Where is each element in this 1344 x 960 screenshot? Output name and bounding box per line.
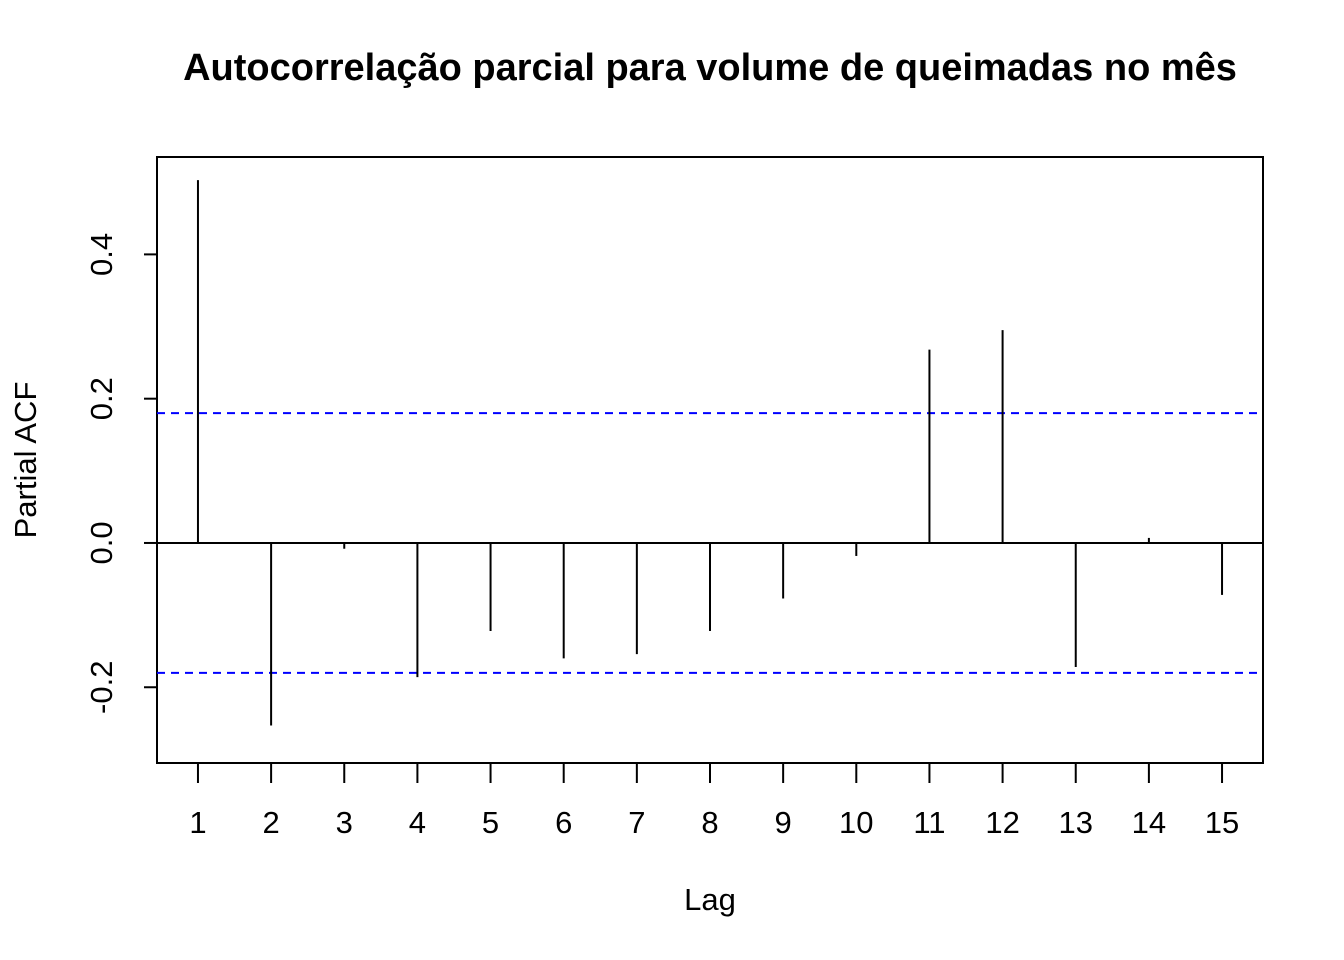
y-tick-label: 0.0: [84, 521, 119, 564]
y-axis-label: Partial ACF: [8, 382, 43, 539]
y-tick-label: 0.4: [84, 233, 119, 276]
y-tick-label: 0.2: [84, 377, 119, 420]
x-tick-label: 7: [628, 805, 645, 840]
y-axis: -0.2 0.0 0.2 0.4: [84, 233, 157, 714]
x-tick-label: 5: [482, 805, 499, 840]
x-tick-label: 4: [409, 805, 426, 840]
x-tick-label: 3: [336, 805, 353, 840]
x-axis: 1 2 3 4 5 6 7 8 9 10 11 12 13 14 15: [189, 763, 1239, 840]
pacf-bars: [157, 180, 1263, 726]
x-tick-label: 10: [839, 805, 873, 840]
chart-title: Autocorrelação parcial para volume de qu…: [183, 47, 1237, 89]
x-tick-label: 14: [1132, 805, 1166, 840]
x-tick-label: 2: [262, 805, 279, 840]
x-tick-label: 12: [985, 805, 1019, 840]
x-tick-label: 1: [189, 805, 206, 840]
x-tick-label: 9: [775, 805, 792, 840]
x-tick-label: 8: [701, 805, 718, 840]
x-tick-label: 11: [913, 805, 945, 840]
x-tick-label: 15: [1205, 805, 1239, 840]
y-tick-label: -0.2: [84, 661, 119, 714]
x-tick-label: 6: [555, 805, 572, 840]
x-tick-label: 13: [1058, 805, 1092, 840]
x-axis-label: Lag: [684, 882, 736, 917]
